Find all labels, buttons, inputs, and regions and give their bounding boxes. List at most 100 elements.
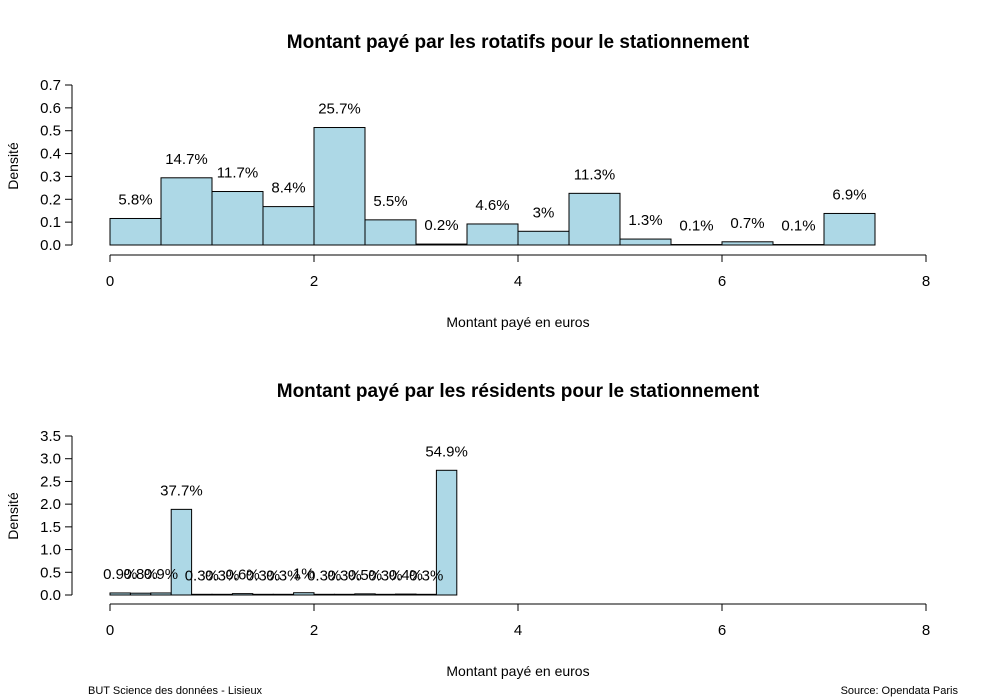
bar-value-label: 0.9% — [144, 566, 178, 583]
bars-group — [109, 469, 458, 596]
y-tick-label: 0.0 — [40, 587, 61, 604]
y-axis-label: Densité — [5, 492, 21, 540]
histogram-bar — [170, 508, 193, 596]
y-axis: 0.0 0.1 0.2 0.3 0.4 0.5 0.6 0.7 — [40, 77, 73, 254]
bar-value-label: 0.4% — [389, 567, 423, 584]
y-tick-label: 0.0 — [40, 237, 61, 254]
y-axis-label: Densité — [5, 142, 21, 190]
histogram-bar — [823, 212, 876, 246]
bar-value-label: 54.9% — [425, 443, 468, 460]
bar-value-label: 0.3% — [205, 567, 239, 584]
chart-title: Montant payé par les résidents pour le s… — [277, 381, 760, 402]
bar-value-label: 1% — [293, 566, 315, 583]
histogram-bar — [374, 593, 397, 596]
x-tick-label: 4 — [514, 273, 522, 290]
histogram-bar — [313, 127, 366, 246]
x-tick-label: 6 — [718, 273, 726, 290]
histogram-bar — [568, 192, 621, 246]
y-tick-label: 0.6 — [40, 100, 61, 117]
histogram-bar — [272, 593, 295, 596]
bar-value-label: 0.3% — [185, 567, 219, 584]
x-axis-label: Montant payé en euros — [446, 314, 589, 330]
y-tick-label: 3.0 — [40, 451, 61, 468]
x-axis: 0 2 4 6 8 — [106, 254, 930, 290]
bar-value-label: 37.7% — [160, 482, 203, 499]
bar-value-label: 0.3% — [246, 567, 280, 584]
chart-panel-rotatifs: Montant payé par les rotatifs pour le st… — [5, 32, 930, 330]
bar-value-label: 0.8% — [123, 566, 157, 583]
histogram-bar — [211, 191, 264, 246]
x-tick-label: 2 — [310, 273, 318, 290]
y-tick-label: 0.1 — [40, 214, 61, 231]
bar-value-label: 0.5% — [348, 567, 382, 584]
bar-value-label: 0.9% — [103, 566, 137, 583]
y-tick-label: 2.0 — [40, 496, 61, 513]
histogram-bar — [619, 238, 672, 246]
histogram-bar — [721, 241, 774, 246]
bar-value-label: 0.3% — [307, 567, 341, 584]
bar-value-label: 11.3% — [574, 166, 615, 183]
bar-value-label: 0.1% — [679, 218, 713, 235]
y-tick-label: 0.7 — [40, 77, 61, 94]
y-tick-label: 2.5 — [40, 473, 61, 490]
bar-value-label: 0.3% — [409, 567, 443, 584]
footer-right: Source: Opendata Paris — [841, 685, 959, 697]
histogram-bar — [333, 593, 356, 596]
bar-value-label: 14.7% — [165, 151, 208, 168]
bar-value-label: 4.6% — [475, 197, 509, 214]
bar-value-label: 25.7% — [318, 101, 361, 118]
bar-value-label: 0.6% — [225, 567, 259, 584]
bar-value-label: 8.4% — [271, 180, 305, 197]
histogram-bar — [354, 593, 376, 596]
histogram-bar — [313, 593, 335, 596]
bar-value-label: 5.5% — [373, 193, 407, 210]
x-axis: 0 2 4 6 8 — [106, 603, 930, 639]
y-tick-label: 0.4 — [40, 146, 61, 163]
x-tick-label: 2 — [310, 622, 318, 639]
bar-value-label: 0.3% — [368, 567, 402, 584]
histogram-bar — [395, 593, 417, 596]
bars-group — [109, 127, 876, 246]
chart-title: Montant payé par les rotatifs pour le st… — [287, 32, 750, 53]
chart-panel-residents: Montant payé par les résidents pour le s… — [5, 381, 930, 679]
bar-value-label: 0.3% — [327, 567, 361, 584]
bar-value-label: 0.1% — [781, 218, 815, 235]
x-tick-label: 8 — [922, 273, 930, 290]
histogram-bar — [262, 206, 315, 246]
bar-value-label: 5.8% — [118, 191, 152, 208]
histogram-bar — [150, 592, 172, 596]
x-tick-label: 4 — [514, 622, 522, 639]
bar-value-label: 0.3% — [266, 567, 300, 584]
histogram-bar — [109, 592, 131, 596]
bar-value-label: 3% — [533, 204, 555, 221]
histogram-bar — [364, 219, 417, 246]
x-axis-label: Montant payé en euros — [446, 663, 589, 679]
histogram-bar — [252, 593, 274, 596]
bar-value-label: 0.2% — [424, 217, 458, 234]
x-tick-label: 6 — [718, 622, 726, 639]
histogram-bar — [231, 593, 254, 596]
x-tick-label: 0 — [106, 622, 114, 639]
histogram-bar — [517, 230, 570, 246]
histogram-bar — [191, 593, 213, 596]
y-tick-label: 3.5 — [40, 428, 61, 445]
histogram-bar — [109, 217, 162, 246]
bar-labels-group: 5.8% 14.7% 11.7% 8.4% 25.7% 5.5% 0.2% 4.6% 3% 11.… — [118, 101, 866, 235]
bar-value-label: 0.7% — [730, 215, 764, 232]
y-tick-label: 0.5 — [40, 564, 61, 581]
y-tick-label: 0.2 — [40, 191, 61, 208]
histogram-bar — [160, 177, 213, 246]
histogram-bar — [415, 593, 437, 596]
histogram-bar — [293, 592, 315, 596]
y-axis: 0.0 0.5 1.0 1.5 2.0 2.5 3.0 3.5 — [40, 428, 73, 604]
bar-value-label: 6.9% — [832, 186, 866, 203]
histogram-bar — [415, 243, 468, 246]
bar-value-label: 11.7% — [217, 165, 258, 182]
bar-labels-group: 0.9%0.8%0.9%37.7%0.3%0.3%0.6%0.3%0.3%1%0… — [103, 443, 468, 584]
y-tick-label: 0.5 — [40, 123, 61, 140]
histogram-bar — [466, 223, 519, 246]
y-tick-label: 1.5 — [40, 519, 61, 536]
y-tick-label: 0.3 — [40, 168, 61, 185]
histogram-bar — [435, 469, 458, 596]
